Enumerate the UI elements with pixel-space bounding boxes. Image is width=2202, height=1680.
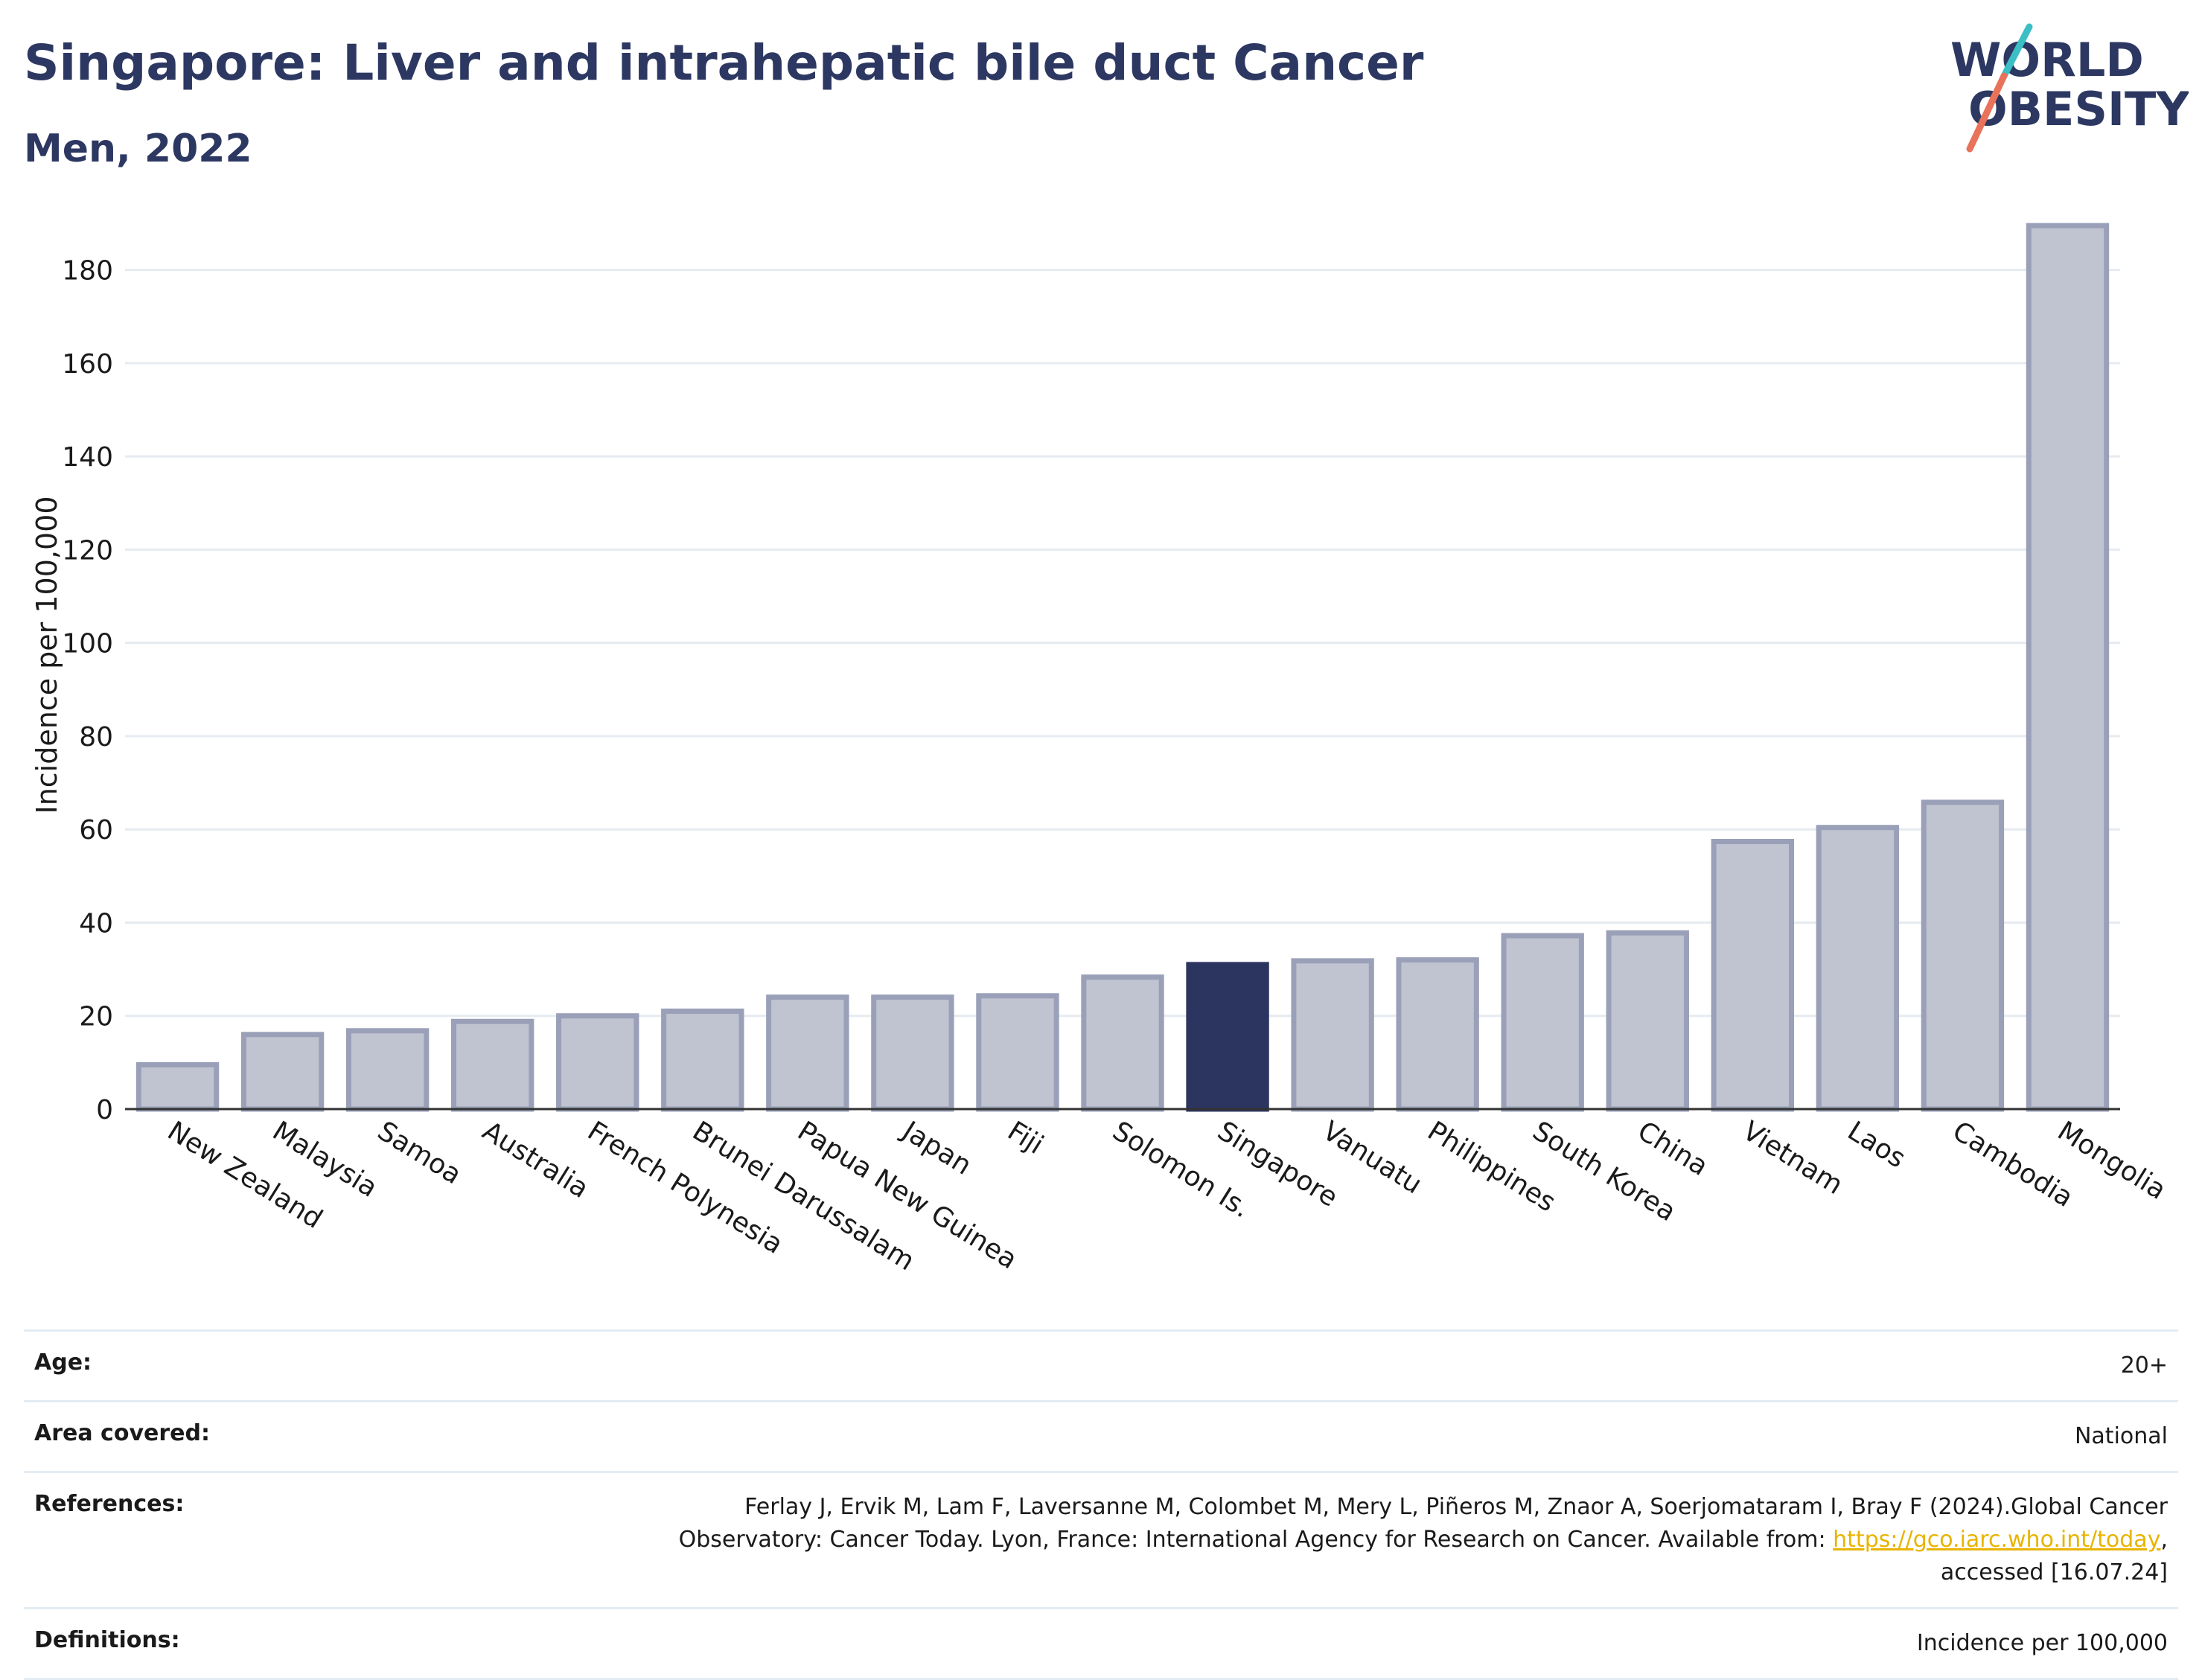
age-value: 20+	[2120, 1352, 2168, 1379]
bar	[1396, 957, 1479, 1112]
y-tick-label: 60	[79, 815, 113, 846]
bar	[1291, 958, 1374, 1112]
bar	[1081, 974, 1164, 1112]
references-text-2: Observatory: Cancer Today. Lyon, France:…	[678, 1527, 1834, 1553]
bar	[766, 994, 849, 1112]
x-tick-label: Fiji	[1002, 1116, 1049, 1160]
references-text-3: ,	[2160, 1527, 2168, 1553]
bar	[871, 994, 954, 1112]
bar	[240, 1032, 325, 1112]
bar	[1501, 933, 1584, 1112]
x-tick-label: Australia	[477, 1116, 594, 1204]
bar	[1921, 799, 2005, 1112]
references-value: Ferlay J, Ervik M, Lam F, Laversanne M, …	[24, 1473, 2178, 1607]
x-tick-label: Japan	[896, 1115, 977, 1181]
logo-teal-slash	[2000, 23, 2033, 80]
bar	[1711, 838, 1795, 1112]
references-text-4: accessed [16.07.24]	[1940, 1559, 2168, 1585]
bar	[2026, 223, 2110, 1112]
bar	[450, 1018, 534, 1112]
definitions-value: Incidence per 100,000	[1916, 1630, 2168, 1656]
bar	[135, 1062, 220, 1112]
logo-line2: OBESITY	[1968, 82, 2189, 136]
bar	[1606, 930, 1689, 1112]
y-tick-label: 20	[79, 1002, 113, 1032]
references-text-1: Ferlay J, Ervik M, Lam F, Laversanne M, …	[744, 1494, 2168, 1520]
info-row-references: References: Ferlay J, Ervik M, Lam F, La…	[24, 1471, 2178, 1607]
x-tick-label: China	[1632, 1116, 1713, 1182]
bar	[556, 1013, 639, 1112]
y-tick-label: 120	[62, 535, 113, 566]
y-tick-label: 80	[79, 722, 113, 753]
references-label: References:	[34, 1491, 185, 1517]
chart-title: Singapore: Liver and intrahepatic bile d…	[24, 34, 1424, 92]
y-tick-label: 140	[62, 442, 113, 473]
info-row-area: Area covered: National	[24, 1400, 2178, 1471]
bar	[976, 993, 1059, 1112]
bar	[1816, 825, 1900, 1112]
info-row-age: Age: 20+	[24, 1329, 2178, 1400]
y-tick-label: 180	[62, 256, 113, 287]
definitions-label: Definitions:	[34, 1627, 180, 1653]
area-value: National	[2074, 1423, 2168, 1449]
info-table: Age: 20+ Area covered: National Referenc…	[24, 1329, 2178, 1680]
logo-line1: WORLD	[1950, 33, 2144, 87]
bar-highlighted	[1186, 962, 1269, 1112]
y-tick-label: 0	[96, 1095, 113, 1125]
x-tick-label: Samoa	[372, 1116, 467, 1191]
chart-subtitle: Men, 2022	[24, 127, 252, 171]
y-tick-label: 40	[79, 908, 113, 939]
y-tick-label: 100	[62, 629, 113, 659]
bar-layer	[135, 223, 2110, 1112]
x-tick-label: Vietnam	[1737, 1116, 1848, 1201]
area-label: Area covered:	[34, 1420, 210, 1446]
x-tick-label: French Polynesia	[582, 1116, 788, 1260]
bar	[661, 1008, 744, 1112]
y-tick-label: 160	[62, 349, 113, 380]
logo-coral-slash	[1966, 72, 2008, 153]
info-row-definitions: Definitions: Incidence per 100,000	[24, 1607, 2178, 1680]
world-obesity-logo: WORLD OBESITY	[1950, 23, 2189, 153]
y-axis-label: Incidence per 100,000	[31, 496, 63, 814]
x-tick-label: Laos	[1842, 1116, 1911, 1175]
age-label: Age:	[34, 1350, 92, 1376]
bar	[345, 1028, 430, 1112]
references-link[interactable]: https://gco.iarc.who.int/today	[1833, 1527, 2161, 1553]
